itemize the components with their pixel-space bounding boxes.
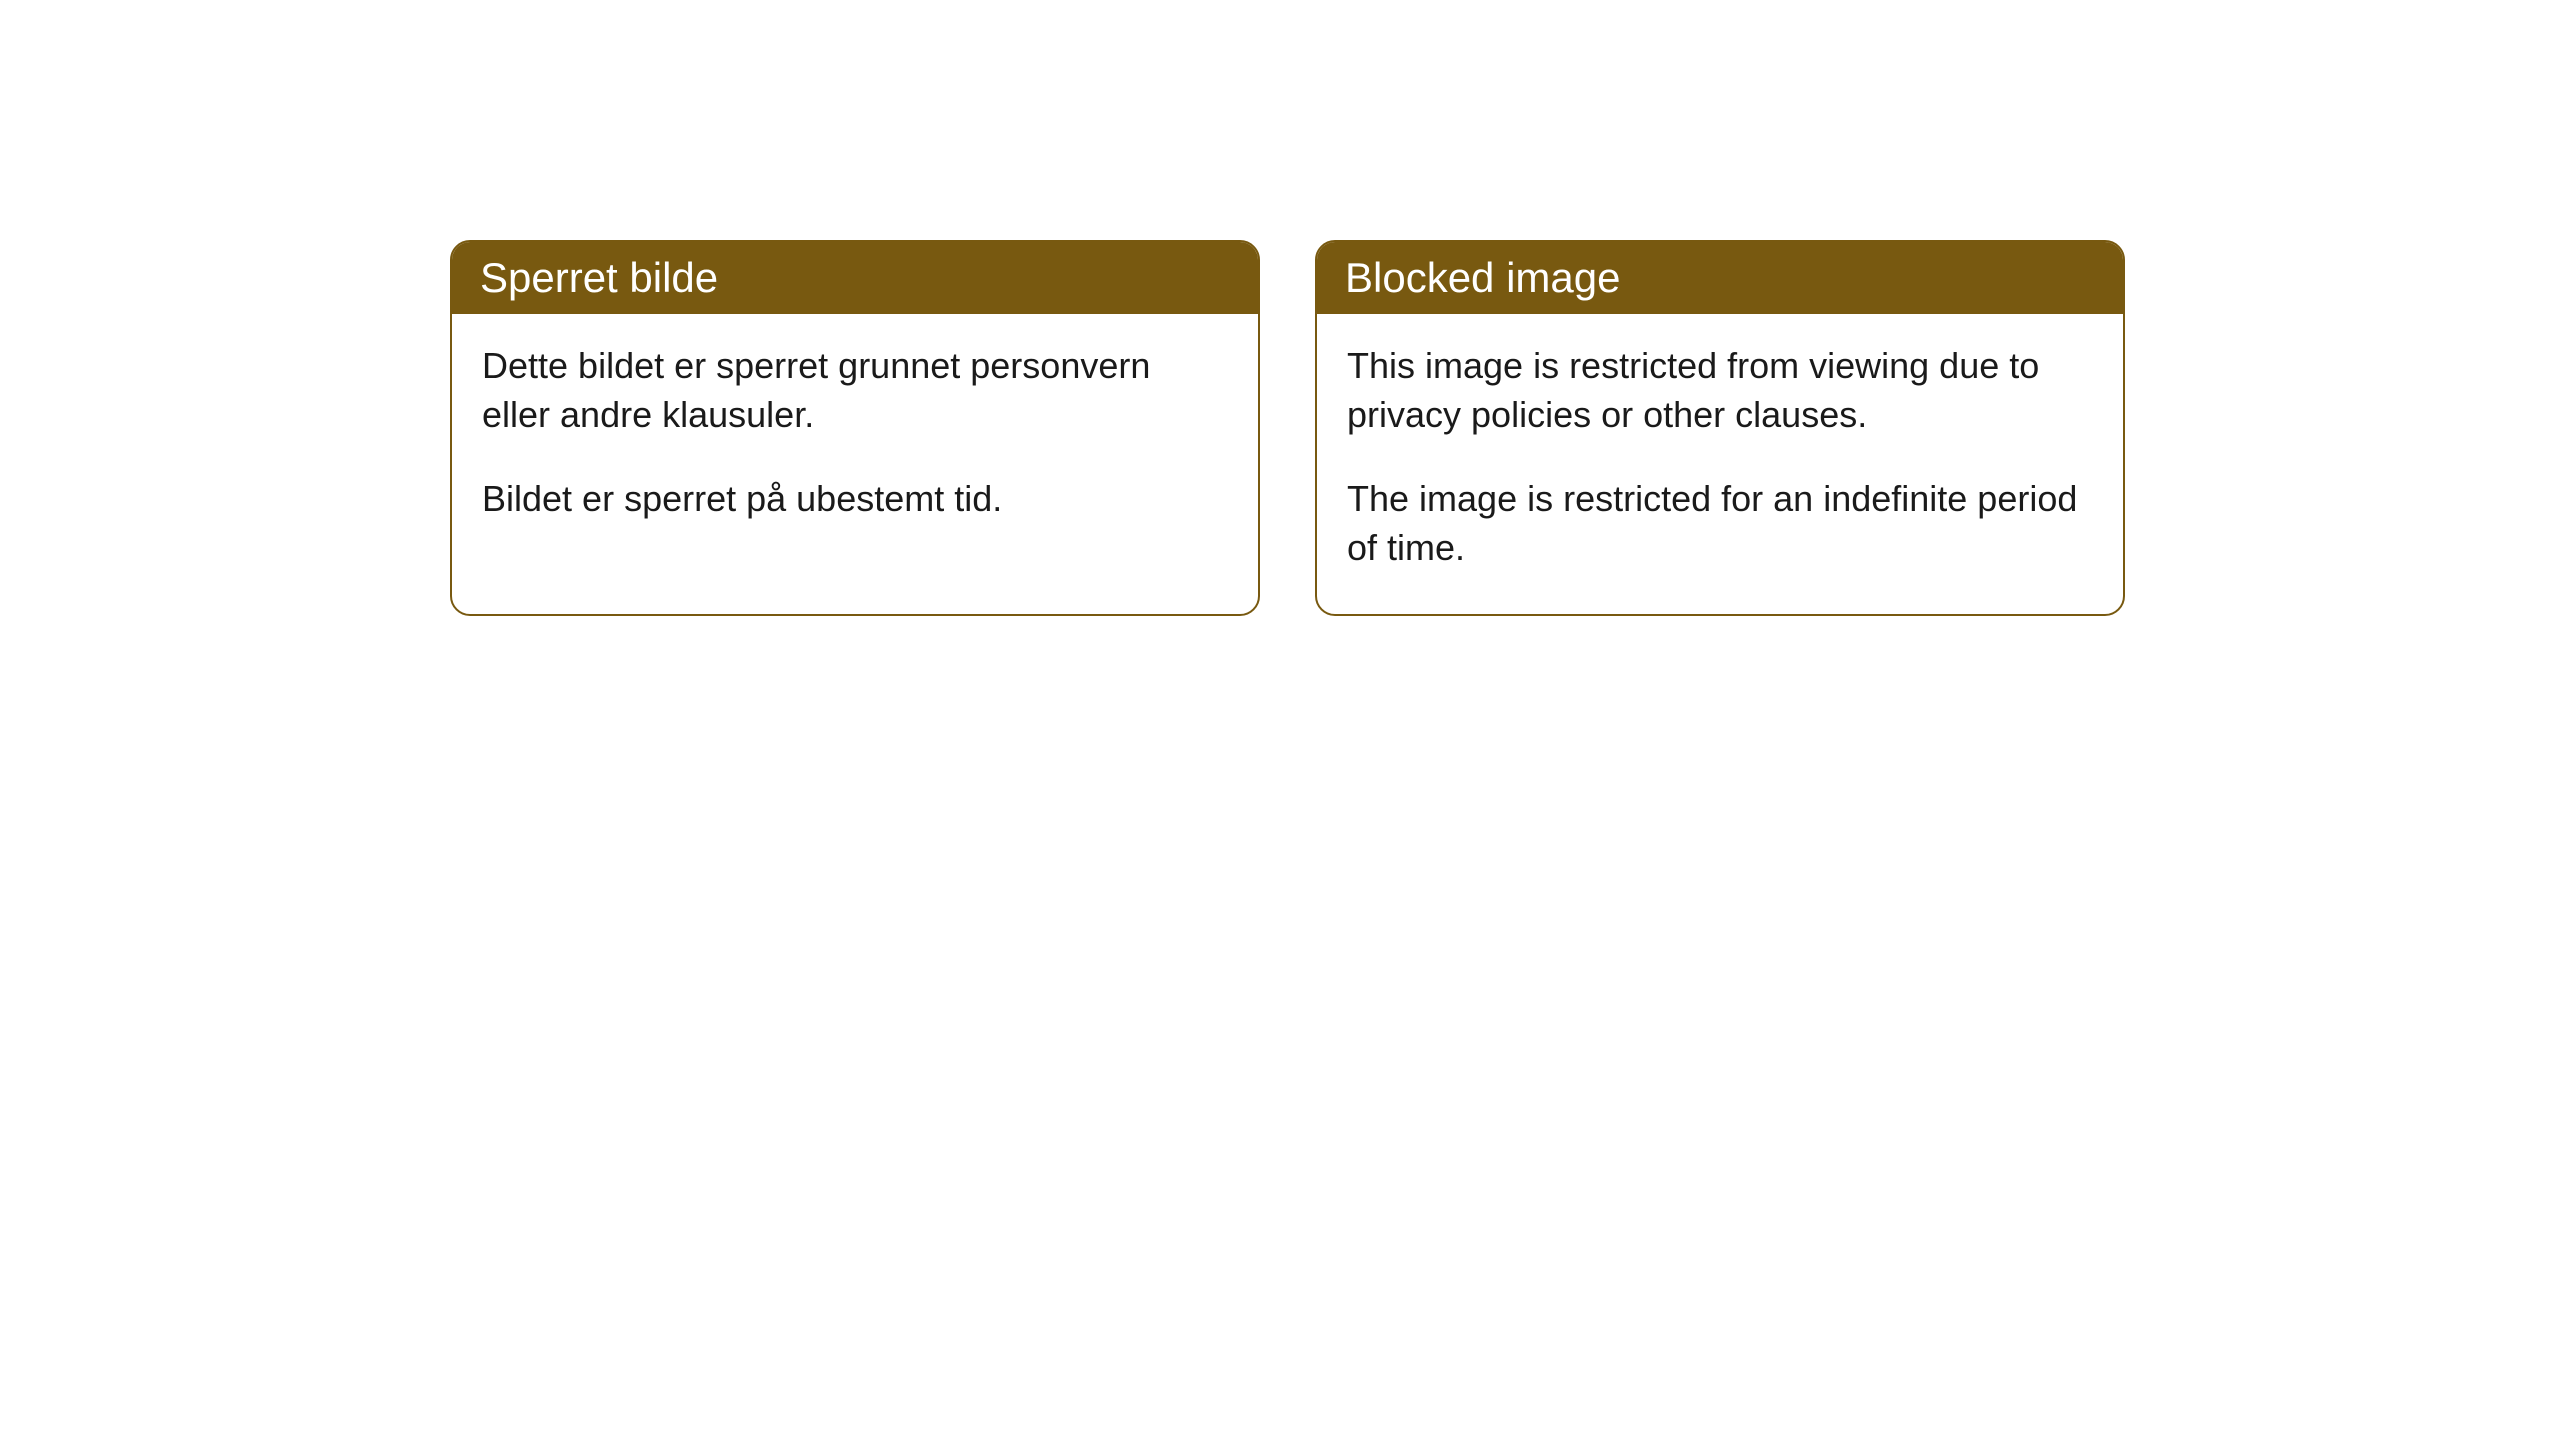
card-paragraph-1: This image is restricted from viewing du… [1347,342,2093,439]
cards-container: Sperret bilde Dette bildet er sperret gr… [450,240,2125,616]
blocked-image-card-norwegian: Sperret bilde Dette bildet er sperret gr… [450,240,1260,616]
card-body: This image is restricted from viewing du… [1317,314,2123,614]
card-title: Sperret bilde [480,254,718,301]
card-title: Blocked image [1345,254,1620,301]
card-header: Blocked image [1317,242,2123,314]
card-body: Dette bildet er sperret grunnet personve… [452,314,1258,566]
card-paragraph-2: The image is restricted for an indefinit… [1347,475,2093,572]
card-header: Sperret bilde [452,242,1258,314]
card-paragraph-2: Bildet er sperret på ubestemt tid. [482,475,1228,524]
blocked-image-card-english: Blocked image This image is restricted f… [1315,240,2125,616]
card-paragraph-1: Dette bildet er sperret grunnet personve… [482,342,1228,439]
